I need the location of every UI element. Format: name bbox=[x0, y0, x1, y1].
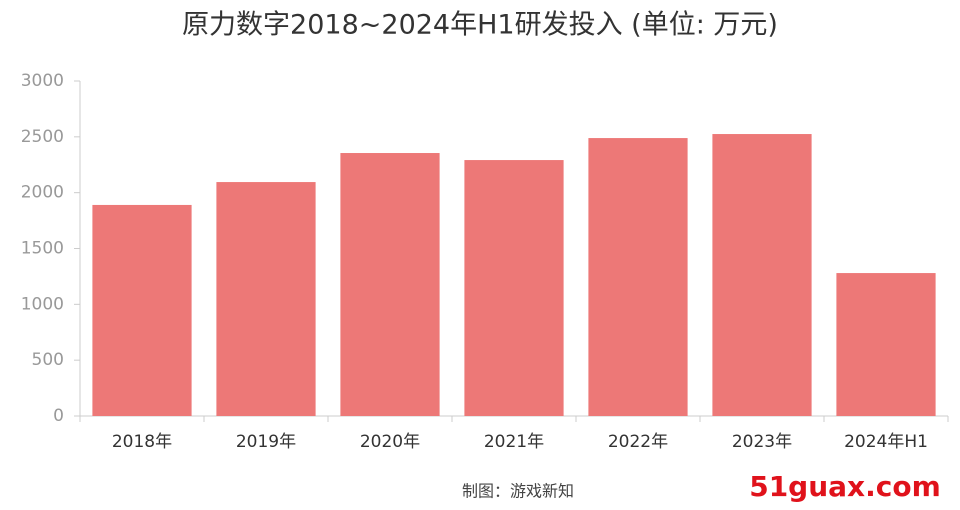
y-tick-label: 1500 bbox=[21, 239, 64, 259]
bar bbox=[712, 134, 812, 416]
x-tick-label: 2019年 bbox=[236, 432, 296, 452]
x-tick-label: 2023年 bbox=[732, 432, 792, 452]
bar bbox=[216, 182, 316, 416]
y-tick-label: 3000 bbox=[21, 71, 64, 91]
y-tick-label: 1000 bbox=[21, 294, 64, 314]
y-tick-label: 2500 bbox=[21, 127, 64, 147]
bar bbox=[340, 153, 440, 416]
watermark: 51guax.com bbox=[749, 470, 941, 503]
y-tick-label: 0 bbox=[53, 406, 64, 426]
bar bbox=[836, 273, 936, 416]
bar bbox=[464, 160, 564, 416]
bar bbox=[92, 204, 192, 416]
chart-title: 原力数字2018~2024年H1研发投入 (单位: 万元) bbox=[182, 10, 778, 41]
x-tick-label: 2020年 bbox=[360, 432, 420, 452]
x-tick-label: 2024年H1 bbox=[844, 432, 928, 452]
y-tick-label: 2000 bbox=[21, 183, 64, 203]
x-tick-label: 2018年 bbox=[112, 432, 172, 452]
x-tick-label: 2022年 bbox=[608, 432, 668, 452]
source-note: 制图：游戏新知 bbox=[462, 482, 574, 501]
y-tick-label: 500 bbox=[32, 350, 64, 370]
x-tick-label: 2021年 bbox=[484, 432, 544, 452]
bar bbox=[588, 138, 688, 417]
